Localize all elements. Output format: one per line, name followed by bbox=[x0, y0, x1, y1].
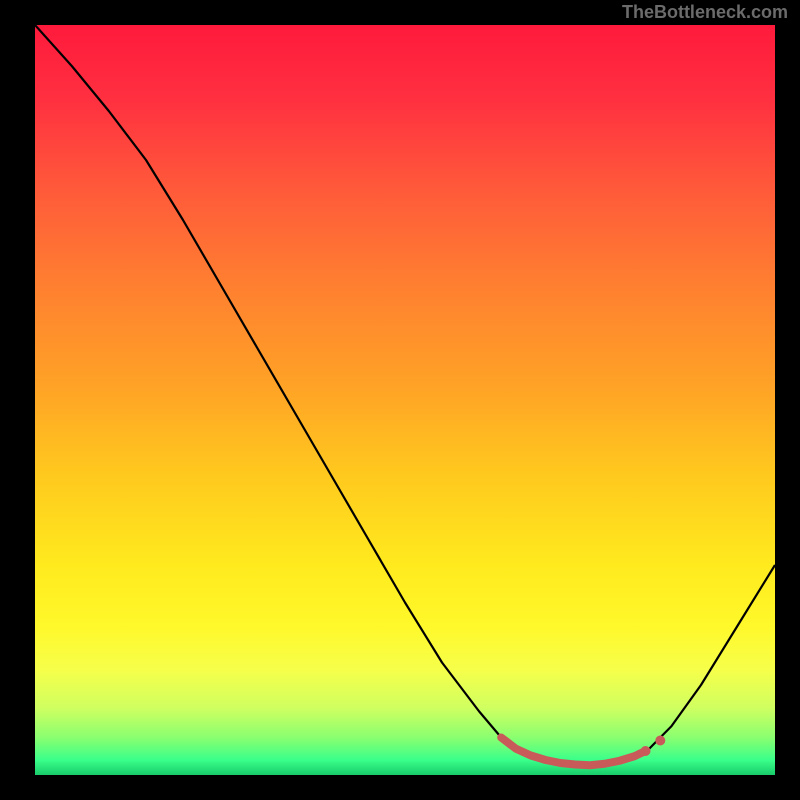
chart-background bbox=[35, 25, 775, 775]
watermark-text: TheBottleneck.com bbox=[622, 2, 788, 23]
highlight-dot bbox=[641, 746, 651, 756]
chart-svg bbox=[35, 25, 775, 775]
highlight-dot bbox=[655, 736, 665, 746]
chart-plot-area bbox=[35, 25, 775, 775]
